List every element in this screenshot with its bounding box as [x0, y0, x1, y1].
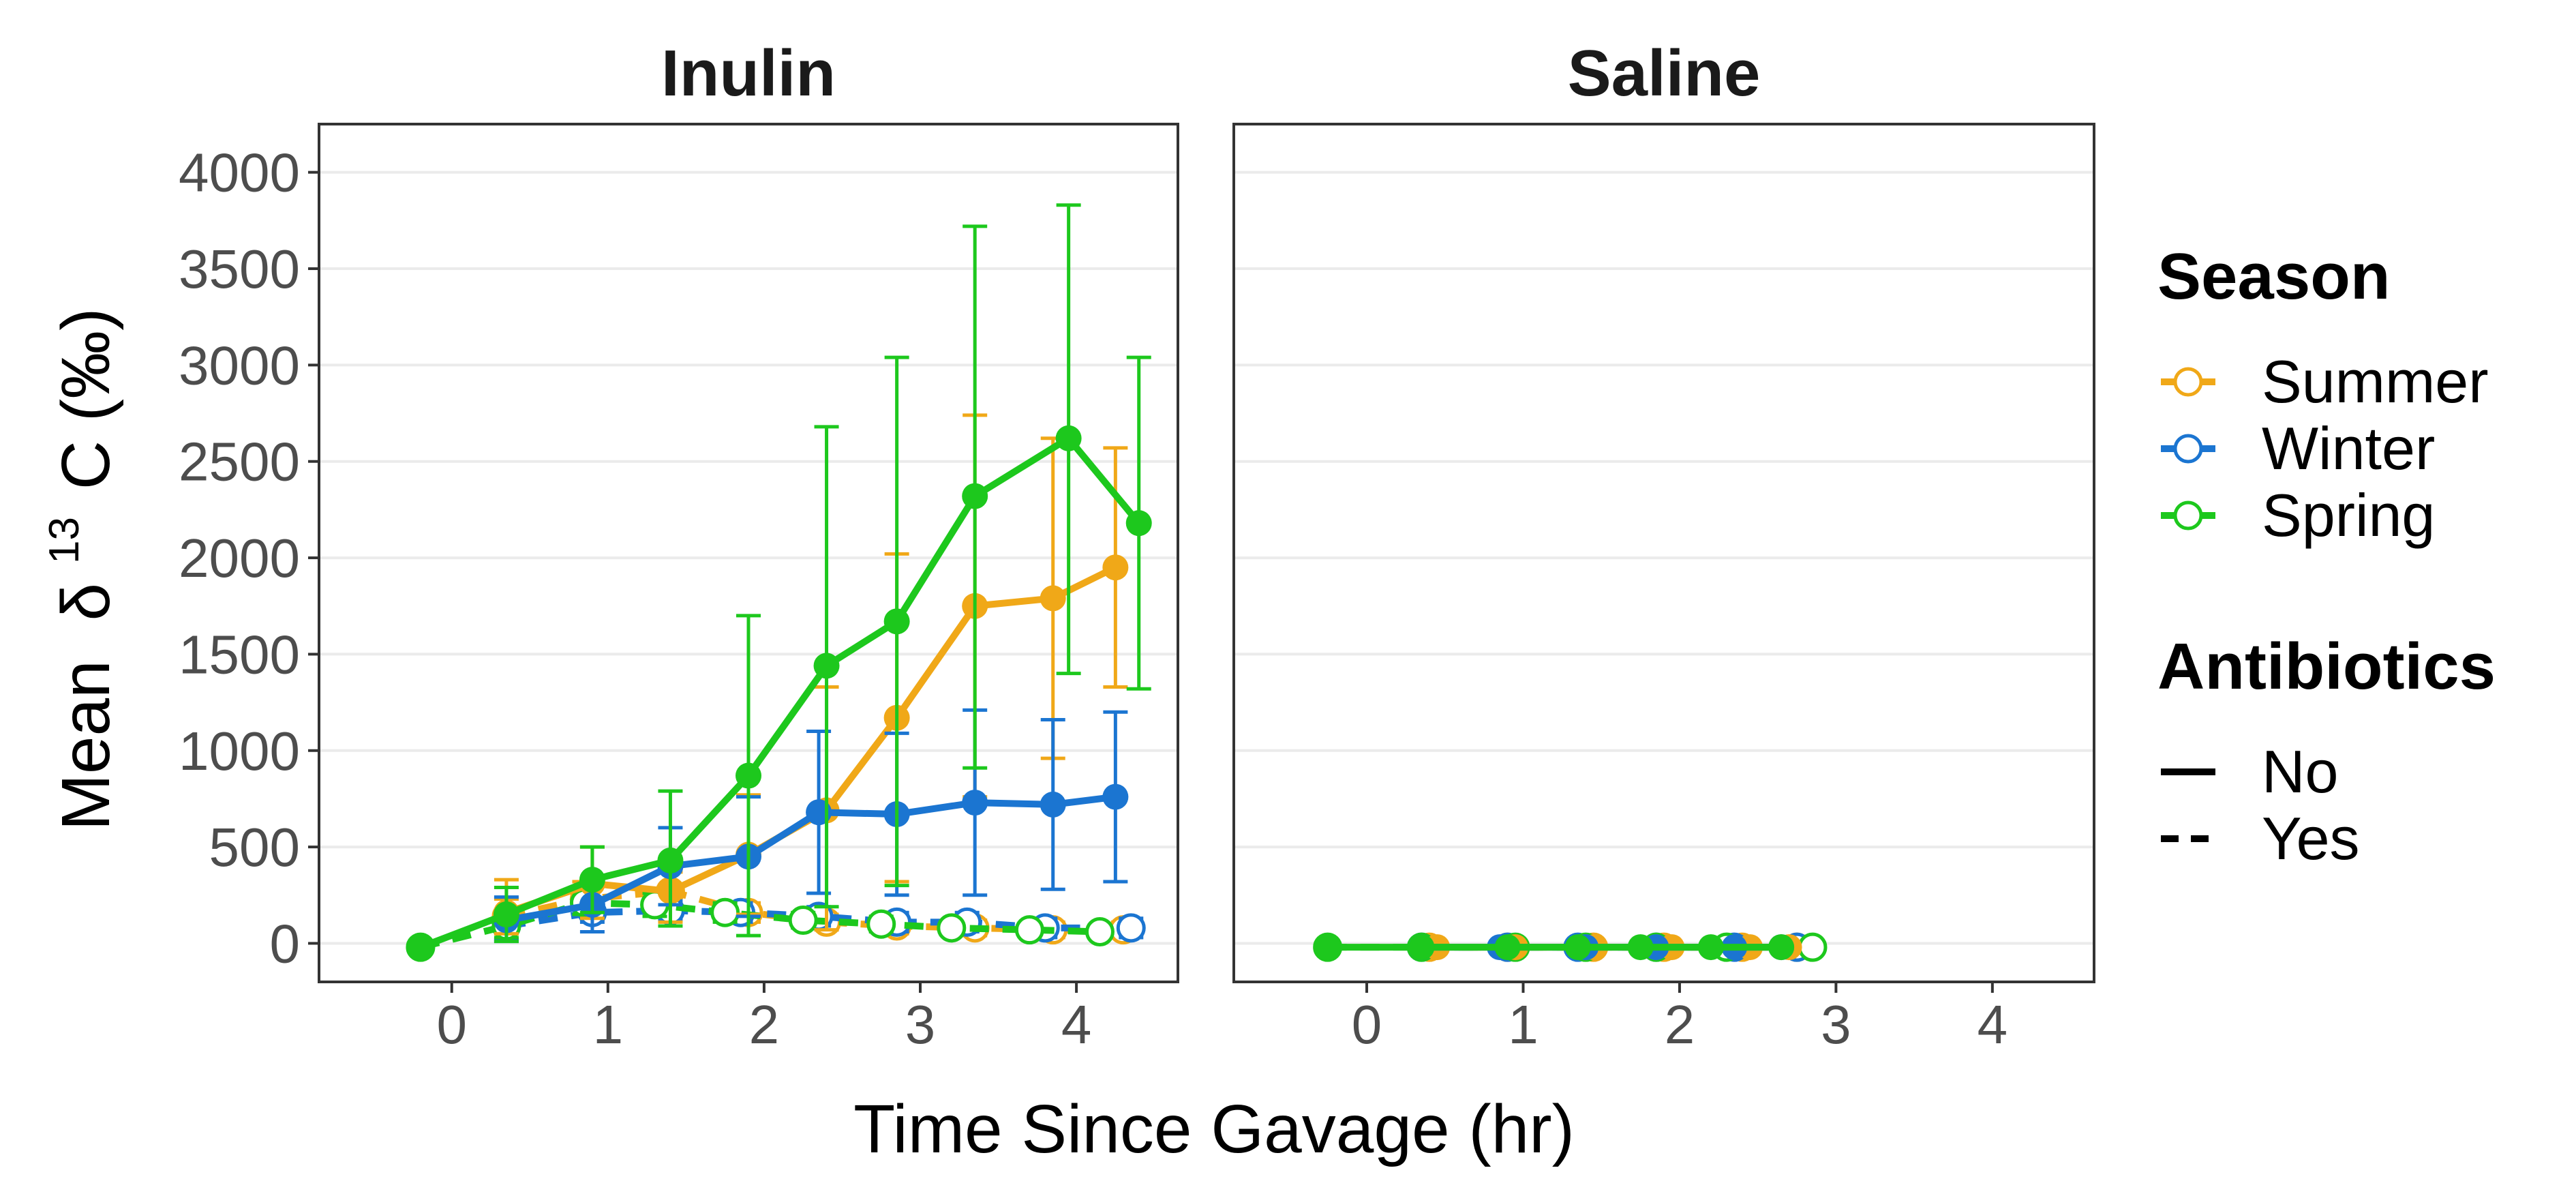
data-point	[579, 867, 605, 893]
x-tick-label: 0	[436, 994, 467, 1055]
data-point	[1564, 934, 1591, 961]
y-tick-label: 500	[209, 817, 300, 878]
y-tick-label: 2500	[179, 432, 300, 492]
data-point	[1627, 934, 1654, 961]
data-point	[1768, 934, 1795, 961]
legend-label: Spring	[2262, 481, 2435, 549]
series-summer-no-antibiotics	[493, 413, 1129, 936]
data-point	[1798, 932, 1828, 962]
x-axis-label: Time Since Gavage (hr)	[853, 1091, 1575, 1167]
x-tick-label: 1	[593, 994, 624, 1055]
data-point	[493, 901, 519, 928]
data-point	[1116, 913, 1146, 943]
x-tick-label: 2	[749, 994, 780, 1055]
legend-item-yes: Yes	[2161, 805, 2360, 872]
legend-label: Winter	[2262, 415, 2435, 482]
data-point	[866, 909, 896, 939]
data-point	[1494, 934, 1521, 961]
y-tick-label: 1000	[179, 721, 300, 781]
data-point	[1408, 934, 1435, 961]
data-point	[736, 762, 761, 789]
legend-item-no: No	[2161, 738, 2339, 805]
data-point	[1102, 554, 1129, 581]
legend-key-point	[2173, 500, 2203, 530]
data-point	[962, 483, 988, 509]
data-point	[883, 608, 910, 635]
x-tick-label: 3	[905, 994, 936, 1055]
legend-title-antibiotics: Antibiotics	[2157, 630, 2496, 703]
data-point	[1014, 915, 1044, 945]
y-tick-label: 2000	[179, 528, 300, 588]
panel-title: Inulin	[661, 37, 836, 110]
legend-key-point	[2173, 367, 2203, 397]
legend-item-summer: Summer	[2161, 348, 2489, 415]
y-tick-label: 3500	[179, 239, 300, 299]
y-tick-label: 1500	[179, 624, 300, 685]
data-point	[962, 790, 988, 816]
data-point	[710, 897, 740, 927]
y-tick-label: 3000	[179, 335, 300, 395]
data-point	[1085, 916, 1115, 946]
legend-item-spring: Spring	[2161, 481, 2435, 549]
series-line	[419, 434, 1142, 951]
panel-border	[318, 123, 1179, 983]
data-point	[1697, 934, 1724, 961]
data-point	[1040, 585, 1066, 612]
legend-label: Yes	[2262, 805, 2360, 872]
panel-border	[1232, 123, 2095, 983]
data-point	[788, 906, 818, 936]
y-tick-label: 4000	[179, 143, 300, 203]
data-point	[1125, 510, 1152, 537]
y-axis-label: Mean δ 13 C (‰)	[17, 308, 124, 831]
legend-item-winter: Winter	[2161, 415, 2435, 482]
y-tick-label: 0	[270, 913, 301, 974]
x-tick-label: 1	[1508, 994, 1539, 1055]
x-tick-label: 2	[1665, 994, 1695, 1055]
legend-label: Summer	[2262, 348, 2489, 415]
data-point	[813, 653, 840, 679]
data-point	[1102, 783, 1129, 810]
data-point	[1314, 934, 1341, 961]
legend-title-season: Season	[2157, 240, 2390, 313]
legend-key-point	[2173, 434, 2203, 464]
series-line	[505, 564, 1117, 916]
x-tick-label: 4	[1978, 994, 2008, 1055]
data-point	[1055, 425, 1082, 451]
panel-title: Saline	[1568, 37, 1761, 110]
panel-inulin: Inulin 0 1 2 3 4 0 500 1000 1500 2000 2500 3000 3500 4…	[179, 37, 1179, 1055]
panel-saline: Saline 0 1 2 3 4	[1232, 37, 2095, 1055]
x-tick-label: 3	[1821, 994, 1851, 1055]
data-point	[657, 847, 684, 873]
data-point	[407, 934, 434, 961]
series-spring-no-antibiotics	[1314, 934, 1795, 961]
data-point	[1040, 791, 1066, 818]
data-point	[937, 913, 967, 943]
series-spring-no-antibiotics	[407, 203, 1152, 961]
x-tick-label: 4	[1061, 994, 1092, 1055]
panels-layer: Inulin 0 1 2 3 4 0 500 1000 1500 2000 2500 3000 3500 4…	[179, 37, 2095, 1055]
x-tick-label: 0	[1352, 994, 1382, 1055]
legend-label: No	[2262, 738, 2339, 805]
